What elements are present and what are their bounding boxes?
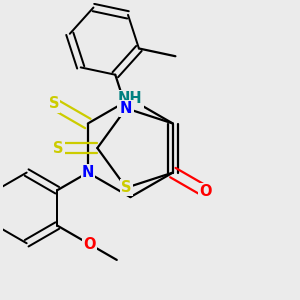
Text: S: S [121, 180, 131, 195]
Text: S: S [53, 140, 63, 155]
Text: N: N [82, 165, 94, 180]
Text: O: O [83, 237, 96, 252]
Text: O: O [199, 184, 211, 199]
Text: NH: NH [118, 92, 143, 106]
Text: N: N [120, 101, 132, 116]
Text: S: S [49, 96, 59, 111]
